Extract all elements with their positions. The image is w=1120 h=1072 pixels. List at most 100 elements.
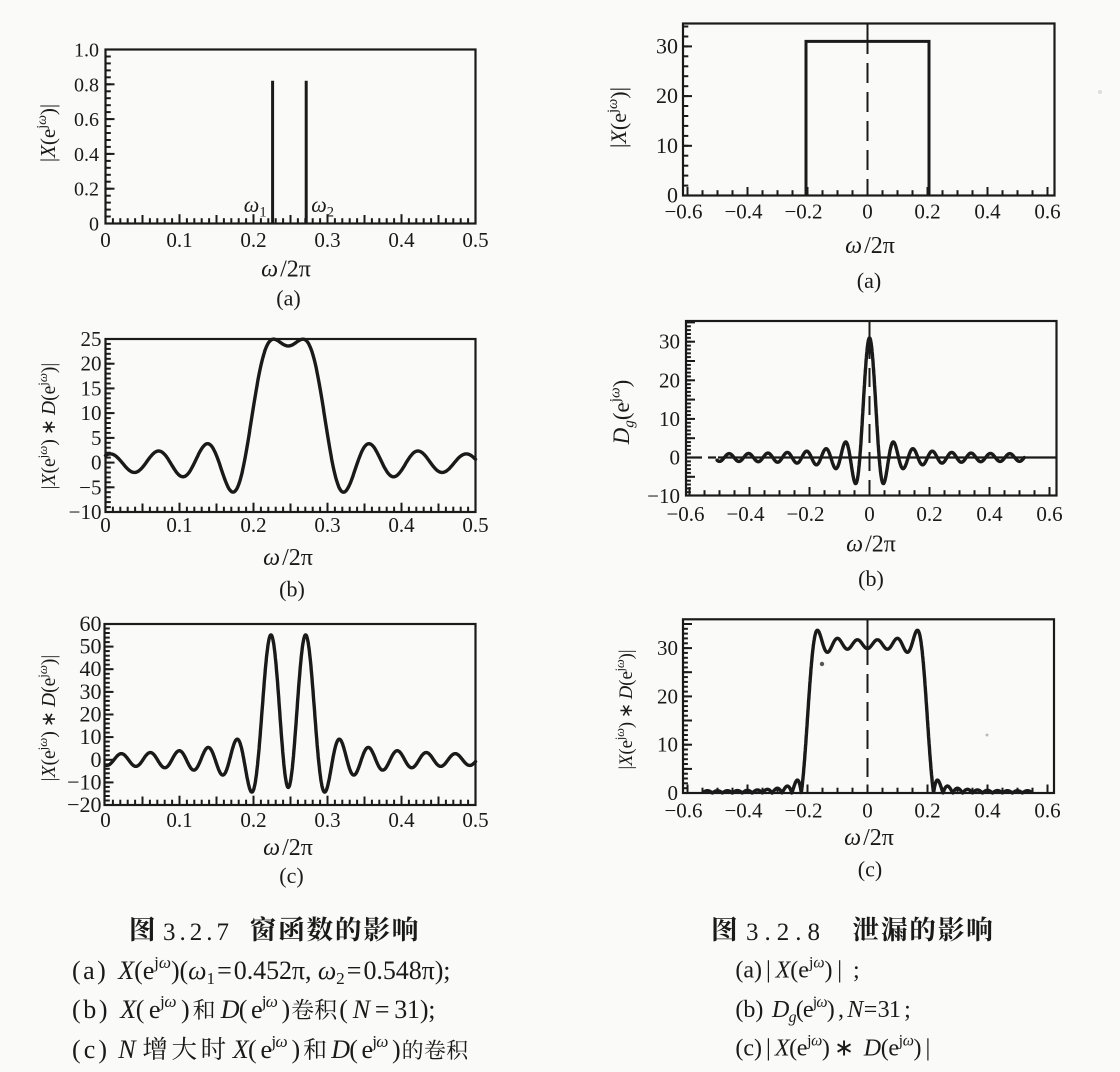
svg-text:3.2.7: 3.2.7 [163, 919, 229, 946]
svg-text:ω /2π: ω /2π [261, 257, 311, 283]
svg-text:30: 30 [80, 679, 102, 704]
svg-text:0: 0 [89, 214, 99, 236]
svg-text:−10: −10 [69, 500, 102, 524]
svg-text:0.4: 0.4 [976, 502, 1003, 526]
svg-text:ω /2π: ω /2π [846, 532, 896, 558]
svg-text:(b): (b) [279, 577, 305, 602]
svg-text:(c): (c) [735, 1036, 762, 1062]
svg-text:;: ; [853, 957, 860, 983]
svg-text:0.2: 0.2 [240, 808, 266, 832]
svg-text:0.5: 0.5 [462, 513, 488, 537]
svg-text:X( ejω ): X( ejω ) [232, 1032, 300, 1064]
svg-text:| X(ejω) ∗ D(ejω) |: | X(ejω) ∗ D(ejω) | [766, 1032, 930, 1061]
svg-text:|X(ejω)|: |X(ejω)| [605, 87, 631, 148]
svg-text:ω /2π: ω /2π [845, 233, 895, 259]
svg-text:0.4: 0.4 [388, 808, 415, 832]
svg-text:−10: −10 [647, 484, 680, 508]
svg-text:N: N [117, 1035, 137, 1064]
svg-text:|X(ejω) ∗ D(ejω)|: |X(ejω) ∗ D(ejω)| [36, 363, 60, 490]
svg-text:(b): (b) [72, 995, 110, 1024]
svg-text:0.5: 0.5 [462, 808, 488, 832]
svg-text:0.2: 0.2 [914, 200, 940, 224]
svg-text:0.1: 0.1 [166, 808, 192, 832]
svg-text:10: 10 [81, 401, 102, 425]
svg-text:(c): (c) [72, 1035, 110, 1064]
svg-text:D( ejω ): D( ejω ) [220, 992, 290, 1024]
svg-text:−0.6: −0.6 [664, 200, 702, 224]
svg-text:−20: −20 [67, 792, 101, 817]
svg-text:0: 0 [100, 228, 111, 252]
svg-text:−0.4: −0.4 [726, 502, 765, 526]
svg-text:−0.2: −0.2 [784, 799, 822, 823]
svg-text:ω /2π: ω /2π [263, 835, 313, 861]
svg-text:0.6: 0.6 [74, 109, 99, 131]
svg-text:30: 30 [659, 330, 680, 354]
svg-text:0.4: 0.4 [974, 799, 1001, 823]
svg-text:0.8: 0.8 [74, 74, 99, 96]
svg-text:0.4: 0.4 [388, 513, 415, 537]
svg-text:0.2: 0.2 [916, 502, 942, 526]
svg-text:0: 0 [100, 513, 111, 537]
svg-text:0: 0 [670, 446, 681, 470]
svg-text:−5: −5 [79, 475, 101, 499]
svg-text:ω /2π: ω /2π [263, 545, 313, 571]
svg-text:20: 20 [659, 368, 680, 392]
svg-text:(c): (c) [858, 857, 882, 882]
svg-text:20: 20 [81, 352, 102, 376]
svg-text:0: 0 [100, 808, 111, 832]
svg-text:0.1: 0.1 [166, 513, 192, 537]
svg-text:0.4: 0.4 [388, 228, 415, 252]
svg-text:10: 10 [657, 733, 678, 757]
svg-text:|X(ejω) ∗ D(ejω)|: |X(ejω) ∗ D(ejω)| [613, 649, 637, 769]
svg-text:| X(ejω) |: | X(ejω) | [766, 954, 842, 983]
svg-text:Dg(ejω): Dg(ejω) [606, 380, 637, 446]
svg-text:0.2: 0.2 [240, 228, 266, 252]
svg-text:0.1: 0.1 [166, 228, 192, 252]
svg-text:30: 30 [657, 636, 678, 660]
svg-text:0: 0 [668, 781, 679, 805]
svg-text:0: 0 [91, 451, 102, 475]
svg-text:(a): (a) [857, 268, 881, 293]
svg-text:10: 10 [80, 724, 102, 749]
svg-text:0: 0 [862, 200, 873, 224]
svg-text:30: 30 [656, 33, 678, 58]
svg-text:0.4: 0.4 [74, 144, 99, 166]
svg-text:0.3: 0.3 [314, 228, 340, 252]
svg-text:X(ejω)(ω1 = 0.452π, ω2 = 0.548: X(ejω)(ω1 = 0.452π, ω2 = 0.548π); [117, 953, 450, 988]
svg-text:1.0: 1.0 [74, 40, 99, 62]
svg-text:0: 0 [91, 747, 102, 772]
svg-text:20: 20 [657, 684, 678, 708]
svg-text:0.6: 0.6 [1034, 799, 1060, 823]
svg-text:50: 50 [80, 634, 102, 659]
svg-text:−0.4: −0.4 [724, 799, 763, 823]
svg-text:10: 10 [659, 407, 680, 431]
svg-text:40: 40 [80, 656, 102, 681]
svg-text:0: 0 [862, 799, 873, 823]
svg-text:20: 20 [656, 83, 678, 108]
svg-text:ω2: ω2 [311, 192, 334, 220]
svg-text:−0.6: −0.6 [664, 799, 702, 823]
svg-text:(a): (a) [72, 956, 108, 985]
svg-text:60: 60 [80, 611, 102, 636]
svg-text:(a): (a) [276, 286, 300, 311]
svg-text:0.6: 0.6 [1036, 502, 1062, 526]
svg-text:0.3: 0.3 [314, 808, 340, 832]
svg-text:|X(ejω)|: |X(ejω)| [35, 104, 60, 162]
svg-text:Dg(ejω) , N = 31 ;: Dg(ejω) , N = 31 ; [771, 994, 910, 1026]
svg-text:−0.6: −0.6 [666, 502, 704, 526]
svg-text:0.5: 0.5 [462, 228, 488, 252]
svg-text:0.2: 0.2 [240, 513, 266, 537]
svg-text:|X(ejω) ∗ D(ejω)|: |X(ejω) ∗ D(ejω)| [36, 655, 60, 782]
svg-text:25: 25 [81, 327, 102, 351]
svg-text:10: 10 [656, 133, 678, 158]
svg-text:(a): (a) [735, 957, 762, 983]
svg-text:( N = 31);: ( N = 31); [339, 995, 435, 1024]
svg-text:−0.2: −0.2 [784, 200, 822, 224]
svg-text:−0.2: −0.2 [786, 502, 824, 526]
svg-text:0.2: 0.2 [74, 179, 99, 201]
svg-text:0: 0 [864, 502, 875, 526]
svg-text:(c): (c) [279, 863, 303, 888]
svg-text:3.2.8: 3.2.8 [746, 919, 820, 946]
svg-text:X( ejω ): X( ejω ) [119, 992, 189, 1024]
svg-text:0.3: 0.3 [314, 513, 340, 537]
